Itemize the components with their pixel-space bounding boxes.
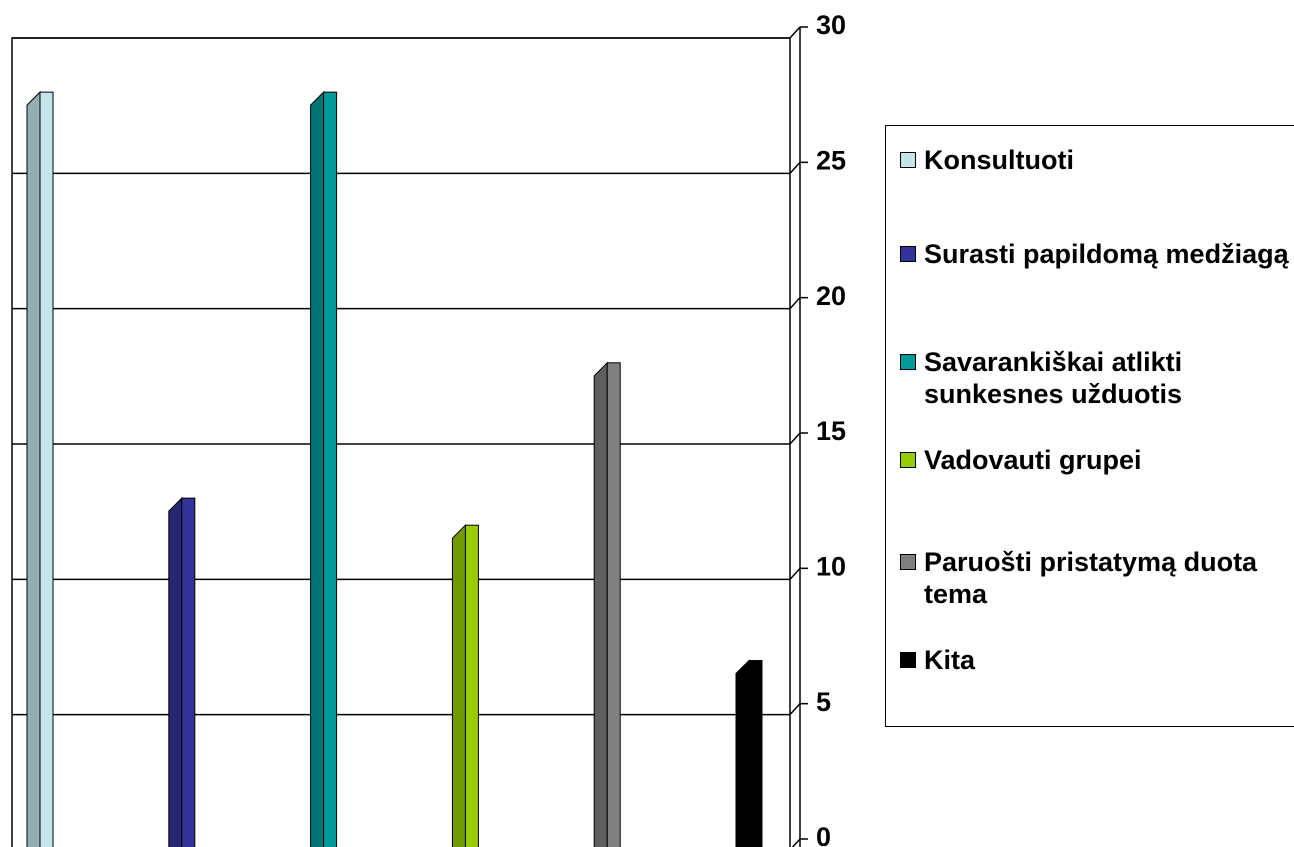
grid-line: [12, 26, 801, 39]
grid-line: [12, 297, 801, 310]
legend-swatch: [900, 652, 916, 668]
bar: [39, 91, 54, 847]
bar-side: [593, 361, 608, 847]
legend-label: Konsultuoti: [924, 145, 1074, 175]
legend-swatch: [900, 452, 916, 468]
bar-side: [451, 523, 466, 847]
grid-line: [12, 703, 801, 716]
y-tick-label: 0: [816, 822, 831, 847]
legend-swatch: [900, 152, 916, 168]
legend-label: Kita: [924, 645, 976, 675]
grid-line: [12, 432, 801, 445]
legend-swatch: [900, 246, 916, 262]
legend-item: Paruošti pristatymą duota tema: [900, 546, 1294, 610]
legend-swatch: [900, 354, 916, 370]
bar-side: [310, 90, 325, 847]
grid-line: [791, 838, 801, 847]
bar: [464, 524, 479, 847]
legend-item: Konsultuoti: [900, 144, 1294, 176]
y-tick-label: 5: [816, 687, 831, 717]
bar-side: [26, 90, 41, 847]
y-tick-label: 15: [816, 416, 846, 446]
legend-label: Paruošti pristatymą duota tema: [924, 547, 1258, 609]
legend-swatch: [900, 554, 916, 570]
plot-border: [11, 37, 791, 847]
y-tick-label: 25: [816, 145, 846, 175]
bar-side: [168, 496, 183, 847]
bar: [181, 497, 196, 847]
legend-label: Surasti papildomą medžiagą: [924, 239, 1289, 269]
y-tick-label: 30: [816, 10, 846, 40]
y-tick-label: 10: [816, 551, 846, 581]
bar: [748, 660, 763, 847]
legend-item: Kita: [900, 644, 1294, 676]
legend-item: Savarankiškai atlikti sunkesnes užduotis: [900, 346, 1294, 410]
bar: [323, 91, 338, 847]
legend-item: Vadovauti grupei: [900, 444, 1294, 476]
legend-label: Vadovauti grupei: [924, 445, 1142, 475]
legend-label: Savarankiškai atlikti sunkesnes užduotis: [924, 347, 1183, 409]
legend-item: Surasti papildomą medžiagą: [900, 238, 1294, 270]
grid-line: [12, 567, 801, 581]
bar-side: [735, 659, 750, 847]
legend: Konsultuoti Surasti papildomą medžiagą Sav…: [885, 125, 1294, 727]
y-tick-label: 20: [816, 281, 846, 311]
grid-line: [12, 161, 801, 175]
bar: [606, 362, 621, 847]
